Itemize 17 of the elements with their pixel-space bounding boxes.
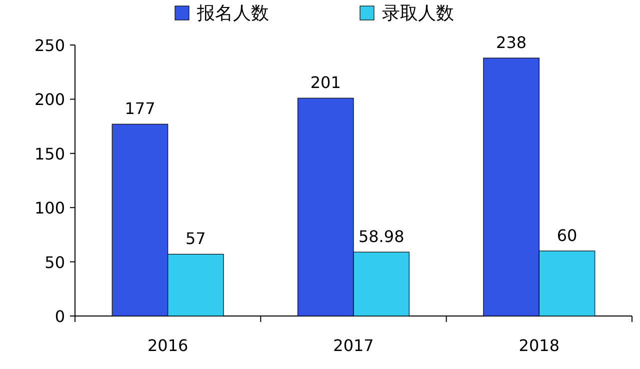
legend-label: 报名人数: [196, 3, 269, 24]
data-label: 177: [124, 99, 156, 118]
x-tick-label: 2018: [518, 336, 560, 355]
y-tick-label: 200: [34, 90, 65, 110]
legend-label: 录取人数: [382, 3, 454, 24]
x-tick-label: 2017: [333, 336, 374, 355]
data-label: 238: [496, 33, 527, 52]
y-tick-label: 100: [34, 198, 65, 218]
y-tick-label: 150: [34, 144, 65, 164]
y-tick-label: 50: [44, 252, 65, 272]
y-tick-label: 0: [54, 307, 65, 326]
data-label: 57: [186, 229, 206, 248]
data-label: 201: [310, 73, 341, 92]
data-label: 60: [556, 226, 578, 245]
y-tick-label: 250: [34, 36, 65, 55]
data-label: 58.98: [358, 227, 404, 246]
x-tick-label: 2016: [147, 336, 188, 355]
